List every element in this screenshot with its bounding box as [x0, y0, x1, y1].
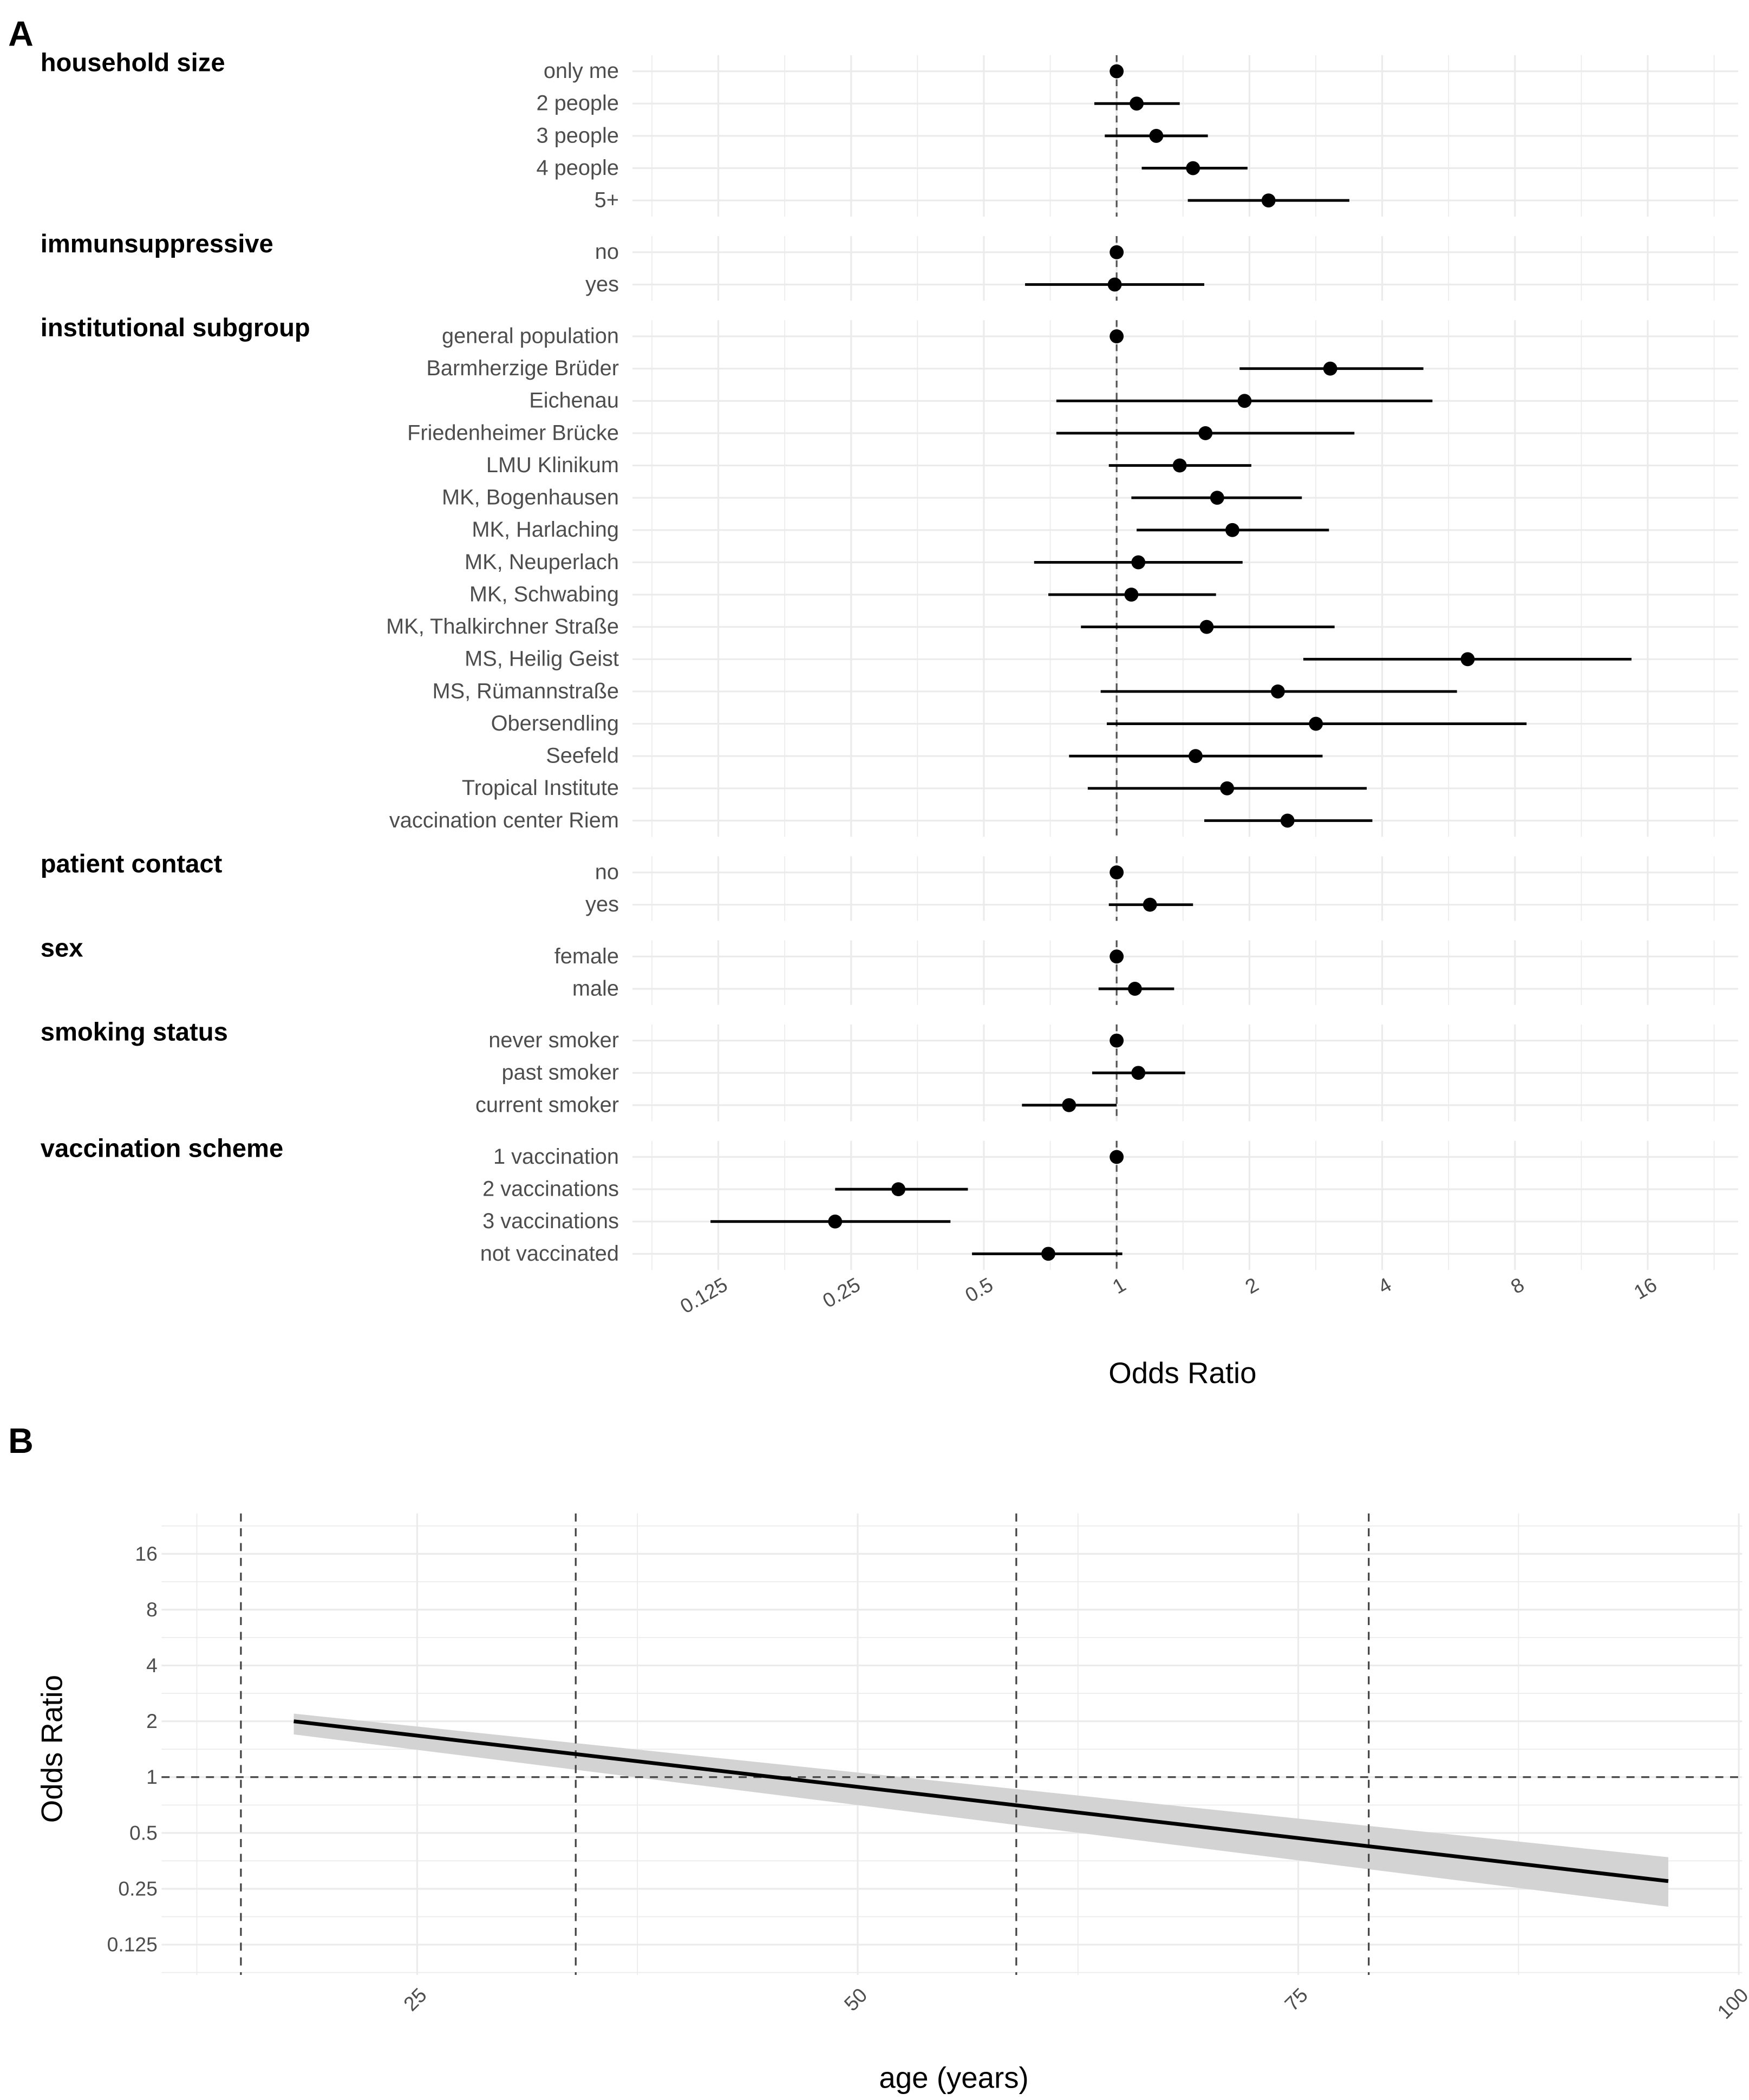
point-estimate [1110, 245, 1124, 259]
group-panel: sex female male [41, 934, 1738, 1005]
row-label: not vaccinated [480, 1242, 619, 1266]
point-estimate [1270, 684, 1285, 699]
group-panel: immunsuppressive no yes [41, 230, 1738, 301]
fit-line [293, 1719, 1669, 1883]
y-tick-label: 0.5 [129, 1821, 158, 1844]
group-header: smoking status [41, 1018, 228, 1047]
point-estimate [1110, 1033, 1124, 1048]
point-estimate [1280, 813, 1295, 828]
point-estimate [1172, 458, 1187, 473]
row-label: MS, Rümannstraße [432, 679, 618, 703]
group-header: sex [41, 934, 83, 962]
forest-plot: household size only me 2 people 3 people 4 p… [41, 49, 1738, 1318]
point-estimate [1149, 128, 1164, 143]
row-label: 2 people [537, 92, 619, 115]
row-label: Obersendling [491, 712, 619, 735]
point-estimate [1309, 716, 1323, 731]
row-label: Seefeld [546, 744, 619, 768]
point-estimate [1131, 555, 1146, 570]
group-header: patient contact [41, 850, 223, 878]
group-panel: vaccination scheme 1 vaccination 2 vaccina… [41, 1134, 1738, 1270]
row-label: past smoker [502, 1061, 619, 1085]
point-estimate [1189, 749, 1203, 764]
y-tick-label: 4 [146, 1654, 158, 1677]
point-estimate [1131, 1066, 1146, 1080]
row-label: vaccination center Riem [389, 808, 619, 832]
point-estimate [1127, 982, 1142, 996]
group-header: institutional subgroup [41, 314, 310, 342]
row-label: only me [544, 59, 619, 83]
point-estimate [1323, 361, 1337, 376]
row-label: no [595, 240, 619, 264]
point-estimate [1199, 619, 1214, 634]
row-label: 3 vaccinations [482, 1209, 619, 1233]
row-label: general population [442, 324, 619, 348]
point-estimate [1220, 781, 1235, 795]
point-estimate [1198, 426, 1213, 440]
row-label: 2 vaccinations [482, 1177, 619, 1201]
y-tick-label: 1 [146, 1765, 158, 1788]
row-label: Eichenau [529, 389, 619, 413]
row-label: LMU Klinikum [486, 453, 619, 477]
x-axis-title-a: Odds Ratio [1108, 1356, 1256, 1390]
point-estimate [1110, 329, 1124, 343]
y-tick-label: 0.125 [107, 1933, 158, 1955]
row-label: MK, Neuperlach [465, 550, 619, 574]
point-estimate [1107, 277, 1122, 292]
row-label: 4 people [537, 156, 619, 180]
panel-b-label: B [8, 1421, 34, 1460]
row-label: yes [585, 272, 619, 296]
group-panel: institutional subgroup general population… [41, 314, 1738, 837]
row-label: current smoker [475, 1093, 619, 1117]
point-estimate [891, 1182, 906, 1197]
point-estimate [1460, 652, 1475, 667]
row-label: Barmherzige Brüder [426, 356, 619, 380]
row-label: Friedenheimer Brücke [407, 421, 619, 445]
group-header: immunsuppressive [41, 230, 273, 258]
y-tick-label: 16 [135, 1542, 157, 1565]
row-label: MK, Schwabing [469, 582, 619, 606]
row-label: Tropical Institute [462, 776, 619, 800]
point-estimate [1124, 588, 1139, 602]
row-label: MK, Harlaching [472, 518, 619, 542]
row-label: yes [585, 892, 619, 916]
row-label: MK, Bogenhausen [442, 486, 619, 510]
point-estimate [1110, 865, 1124, 879]
y-axis-title-b: Odds Ratio [35, 1675, 68, 1823]
point-estimate [1210, 491, 1224, 505]
row-label: MS, Heilig Geist [465, 647, 619, 671]
point-estimate [1110, 1150, 1124, 1164]
group-header: vaccination scheme [41, 1134, 284, 1163]
group-header: household size [41, 49, 225, 77]
point-estimate [1110, 64, 1124, 79]
y-tick-label: 0.25 [118, 1877, 158, 1900]
row-label: 1 vaccination [493, 1145, 619, 1169]
point-estimate [1143, 897, 1157, 912]
point-estimate [1237, 394, 1252, 408]
point-estimate [1225, 523, 1239, 537]
row-label: MK, Thalkirchner Straße [386, 615, 619, 638]
y-tick-label: 2 [146, 1710, 158, 1732]
row-label: 3 people [537, 123, 619, 147]
point-estimate [1041, 1247, 1055, 1261]
point-estimate [1261, 193, 1276, 208]
row-label: male [572, 976, 619, 1000]
panel-a-label: A [8, 14, 34, 53]
row-label: never smoker [488, 1028, 619, 1052]
row-label: 5+ [595, 188, 619, 212]
point-estimate [1110, 949, 1124, 964]
group-panel: patient contact no yes [41, 850, 1738, 921]
point-estimate [1130, 96, 1144, 111]
row-label: female [554, 944, 619, 968]
group-panel: household size only me 2 people 3 people 4 p… [41, 49, 1738, 217]
row-label: no [595, 860, 619, 884]
point-estimate [1186, 161, 1200, 175]
point-estimate [1062, 1098, 1076, 1112]
group-panel: smoking status never smoker past smoker cur… [41, 1018, 1738, 1121]
point-estimate [828, 1214, 843, 1229]
x-axis-title-b: age (years) [879, 2062, 1028, 2095]
y-tick-label: 8 [146, 1598, 158, 1621]
